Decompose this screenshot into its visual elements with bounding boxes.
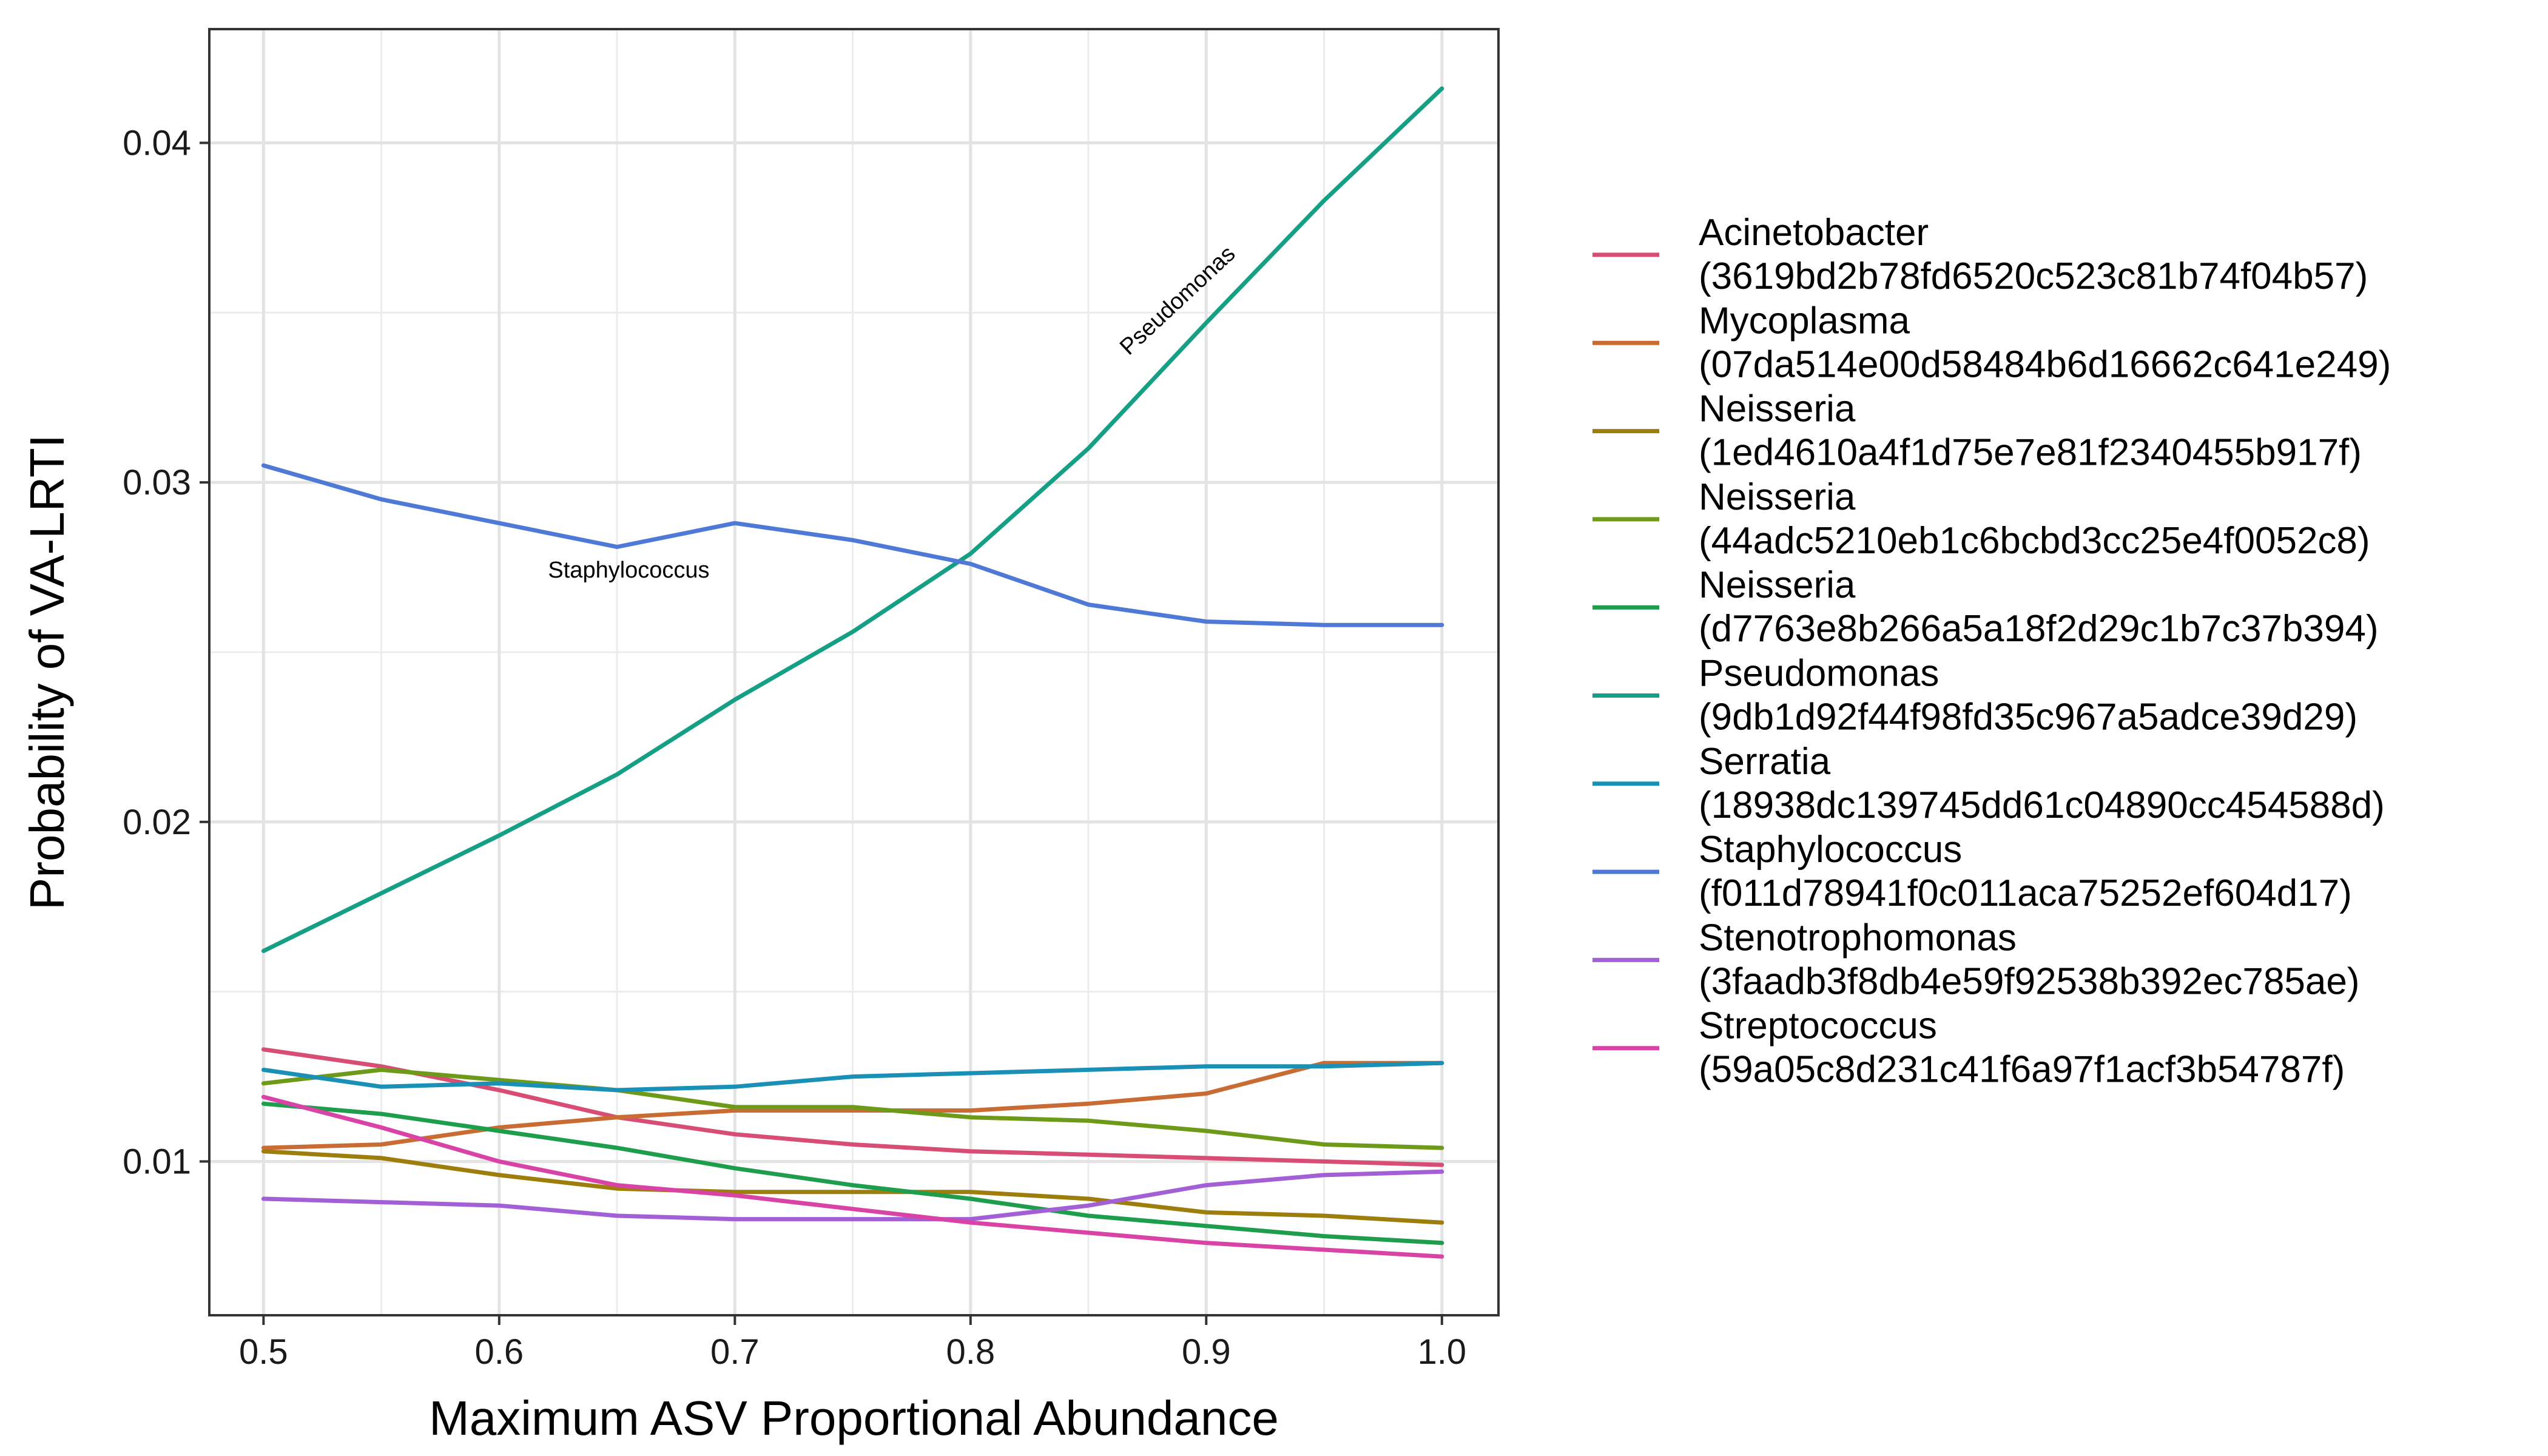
y-tick-label: 0.02 <box>123 803 191 842</box>
plot-panel-border <box>208 28 1500 1316</box>
legend-item-pseudomonas-6: Pseudomonas(9db1d92f44f98fd35c967a5adce3… <box>1592 653 2358 738</box>
legend-item-stenotrophomonas-9: Stenotrophomonas(3faadb3f8db4e59f92538b3… <box>1592 917 2359 1002</box>
series-line-streptococcus-10 <box>261 1094 1444 1259</box>
legend-label: Pseudomonas <box>1699 653 1939 695</box>
legend-label-id: (44adc5210eb1c6bcbd3cc25e4f0052c8) <box>1699 520 2370 562</box>
legend-label-id: (3faadb3f8db4e59f92538b392ec785ae) <box>1699 960 2359 1002</box>
legend: Acinetobacter(3619bd2b78fd6520c523c81b74… <box>1592 212 2391 1091</box>
legend-label: Mycoplasma <box>1699 300 1910 342</box>
x-tick-label: 0.6 <box>475 1332 524 1372</box>
series-line-serratia-7 <box>261 1060 1444 1093</box>
legend-item-neisseria-5: Neisseria(d7763e8b266a5a18f2d29c1b7c37b3… <box>1592 564 2378 650</box>
series-line-neisseria-5 <box>261 1101 1444 1245</box>
y-tick-label: 0.03 <box>123 463 191 502</box>
y-axis-title: Probability of VA-LRTI <box>20 434 74 910</box>
legend-item-neisseria-4: Neisseria(44adc5210eb1c6bcbd3cc25e4f0052… <box>1592 476 2370 562</box>
legend-item-acinetobacter-1: Acinetobacter(3619bd2b78fd6520c523c81b74… <box>1592 212 2368 297</box>
legend-label-id: (1ed4610a4f1d75e7e81f2340455b917f) <box>1699 432 2362 474</box>
x-axis-title: Maximum ASV Proportional Abundance <box>429 1391 1279 1445</box>
series-line-neisseria-4 <box>261 1067 1444 1150</box>
legend-item-staphylococcus-8: Staphylococcus(f011d78941f0c011aca75252e… <box>1592 829 2352 914</box>
axes: 0.5 0.6 0.7 0.8 0.9 1.0 0.01 0.02 0.03 0.04 <box>123 123 1466 1372</box>
series-line-acinetobacter-1 <box>261 1047 1444 1167</box>
x-tick-label: 0.7 <box>710 1332 760 1372</box>
legend-item-neisseria-3: Neisseria(1ed4610a4f1d75e7e81f2340455b91… <box>1592 388 2362 474</box>
legend-label-id: (3619bd2b78fd6520c523c81b74f04b57) <box>1699 255 2368 297</box>
legend-label: Neisseria <box>1699 476 1856 518</box>
y-tick-label: 0.04 <box>123 123 191 163</box>
legend-label-id: (07da514e00d58484b6d16662c641e249) <box>1699 343 2391 385</box>
x-tick-label: 1.0 <box>1417 1332 1466 1372</box>
major-gridlines <box>209 29 1498 1315</box>
series-line-staphylococcus-8 <box>261 463 1444 627</box>
legend-label-id: (18938dc139745dd61c04890cc454588d) <box>1699 784 2385 826</box>
series-lines <box>261 86 1444 1259</box>
legend-label: Streptococcus <box>1699 1005 1937 1047</box>
legend-item-serratia-7: Serratia(18938dc139745dd61c04890cc454588… <box>1592 741 2385 826</box>
series-line-mycoplasma-2 <box>261 1060 1444 1150</box>
legend-label: Acinetobacter <box>1699 212 1929 254</box>
legend-label: Serratia <box>1699 741 1831 783</box>
legend-label: Stenotrophomonas <box>1699 917 2017 959</box>
legend-label: Staphylococcus <box>1699 829 1962 871</box>
x-tick-label: 0.5 <box>239 1332 288 1372</box>
legend-label-id: (59a05c8d231c41f6a97f1acf3b54787f) <box>1699 1049 2345 1091</box>
series-line-pseudomonas-6 <box>261 86 1444 953</box>
series-line-neisseria-3 <box>261 1149 1444 1225</box>
legend-label: Neisseria <box>1699 388 1856 430</box>
legend-label-id: (f011d78941f0c011aca75252ef604d17) <box>1699 872 2352 914</box>
annotation-staphylococcus: Staphylococcus <box>548 558 709 583</box>
legend-item-mycoplasma-2: Mycoplasma(07da514e00d58484b6d16662c641e… <box>1592 300 2391 385</box>
y-tick-label: 0.01 <box>123 1142 191 1181</box>
x-tick-label: 0.9 <box>1182 1332 1231 1372</box>
legend-label-id: (d7763e8b266a5a18f2d29c1b7c37b394) <box>1699 608 2378 650</box>
minor-gridlines <box>209 29 1498 1315</box>
legend-item-streptococcus-10: Streptococcus(59a05c8d231c41f6a97f1acf3b… <box>1592 1005 2345 1091</box>
legend-label: Neisseria <box>1699 564 1856 606</box>
series-line-stenotrophomonas-9 <box>261 1169 1444 1222</box>
legend-label-id: (9db1d92f44f98fd35c967a5adce39d29) <box>1699 696 2358 738</box>
x-tick-label: 0.8 <box>946 1332 995 1372</box>
